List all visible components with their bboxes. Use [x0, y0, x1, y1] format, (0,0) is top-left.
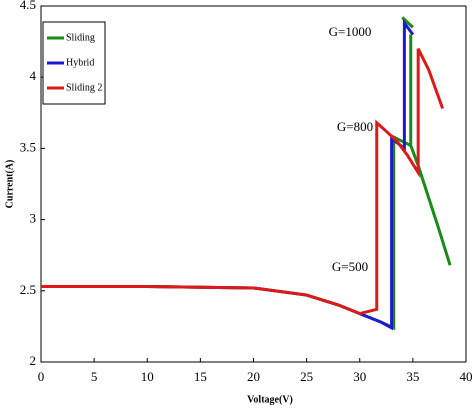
y-tick-label: 2.5 — [20, 282, 36, 297]
legend-label: Sliding — [66, 32, 95, 43]
x-tick-label: 20 — [247, 369, 260, 384]
y-axis-label: Current(A) — [4, 160, 15, 209]
x-tick-label: 0 — [38, 369, 45, 384]
x-tick-label: 30 — [353, 369, 366, 384]
x-tick-label: 40 — [460, 369, 473, 384]
legend-label: Sliding 2 — [66, 82, 102, 93]
annotation: G=1000 — [329, 24, 372, 39]
annotation: G=500 — [332, 259, 368, 274]
annotation: G=800 — [337, 119, 373, 134]
y-tick-label: 4 — [30, 68, 37, 83]
x-tick-label: 10 — [141, 369, 154, 384]
legend-label: Hybrid — [66, 57, 94, 68]
y-tick-label: 2 — [30, 353, 37, 368]
x-tick-label: 35 — [406, 369, 419, 384]
x-axis-label: Voltage(V) — [247, 394, 293, 405]
y-tick-label: 3.5 — [20, 139, 36, 154]
y-tick-label: 3 — [30, 211, 37, 226]
y-tick-label: 4.5 — [20, 0, 36, 12]
legend: Sliding Hybrid Sliding 2 — [42, 21, 106, 105]
x-tick-label: 25 — [300, 369, 313, 384]
x-tick-label: 15 — [194, 369, 207, 384]
x-tick-label: 5 — [91, 369, 98, 384]
series-line — [41, 48, 445, 316]
